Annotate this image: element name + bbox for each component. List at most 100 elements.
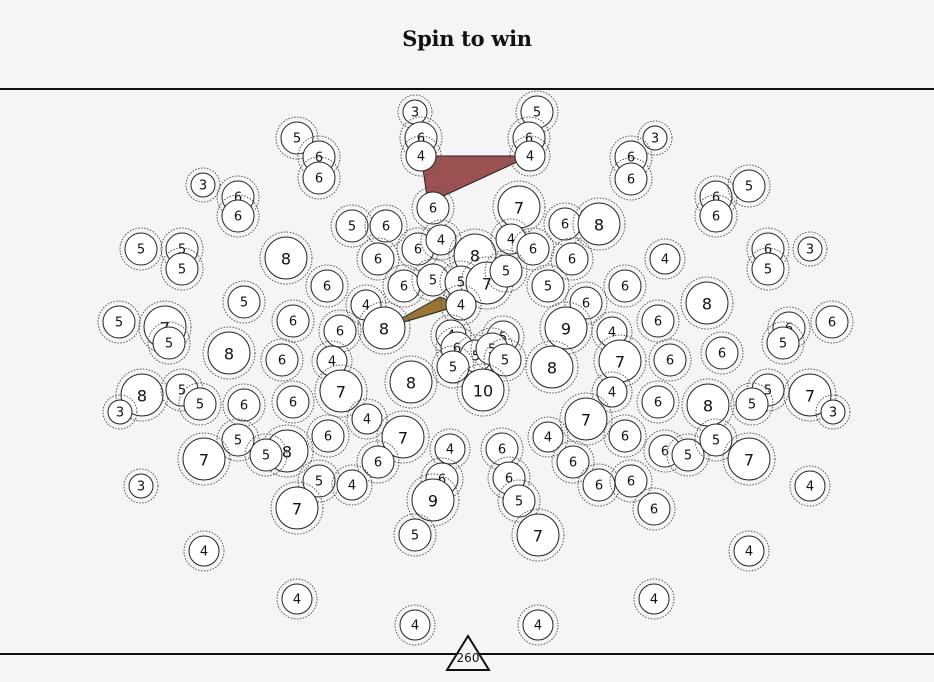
disc-value: 6: [498, 443, 506, 458]
disc-range-ring: [609, 135, 653, 179]
disc: 8: [681, 378, 735, 432]
disc-range-ring: [517, 604, 559, 646]
disc-body: [182, 437, 226, 481]
disc-value: 6: [315, 151, 323, 166]
disc-value: 5: [502, 265, 510, 280]
disc-value: 5: [262, 449, 270, 464]
disc-range-ring: [648, 338, 692, 382]
disc-range-ring: [364, 204, 408, 248]
disc-value: 5: [178, 263, 186, 278]
disc-range-ring: [160, 247, 204, 291]
disc-range-ring: [406, 473, 460, 527]
disc-value: 5: [764, 263, 772, 278]
disc-value: 7: [805, 387, 815, 406]
disc-range-ring: [384, 355, 438, 409]
disc-body: [227, 388, 261, 422]
disc-body: [264, 236, 308, 280]
disc-value: 6: [529, 243, 537, 258]
disc-body: [351, 403, 383, 435]
disc: 7: [270, 481, 324, 535]
disc-range-ring: [550, 237, 594, 281]
disc-value: 3: [829, 406, 837, 421]
disc-value: 5: [165, 337, 173, 352]
header-bar: Spin to win: [0, 0, 934, 90]
disc-value: 7: [744, 451, 754, 470]
disc-body: [733, 535, 765, 567]
disc-body: [614, 464, 648, 498]
disc-value: 4: [608, 386, 616, 401]
disc-body: [608, 269, 642, 303]
disc-range-ring: [700, 331, 744, 375]
disc-body: [336, 469, 368, 501]
disc: 5: [275, 116, 319, 160]
disc-range-ring: [397, 94, 433, 130]
disc-value: 6: [234, 210, 242, 225]
disc-range-ring: [177, 432, 231, 486]
disc-value: 6: [654, 396, 662, 411]
disc-range-ring: [297, 135, 341, 179]
disc: 5: [222, 280, 266, 324]
shooter[interactable]: 260: [445, 634, 491, 671]
disc-range-ring: [680, 276, 734, 330]
disc: 6: [216, 194, 260, 238]
disc-value: 7: [514, 199, 524, 218]
disc-range-ring: [244, 433, 288, 477]
disc-range-ring: [783, 368, 837, 422]
disc-value: 6: [429, 202, 437, 217]
disc-range-ring: [644, 238, 686, 280]
disc-range-ring: [526, 264, 570, 308]
disc-value: 5: [515, 495, 523, 510]
disc-value: 5: [472, 350, 480, 365]
disc-value: 8: [224, 345, 234, 364]
disc-range-ring: [376, 410, 430, 464]
disc-value: 6: [289, 396, 297, 411]
disc-body: [732, 169, 766, 203]
disc-value: 4: [806, 480, 814, 495]
disc-body: [514, 140, 546, 172]
disc-value: 5: [234, 434, 242, 449]
disc: 6: [318, 309, 362, 353]
disc-value: 5: [115, 316, 123, 331]
disc-range-ring: [276, 578, 318, 620]
disc: 4: [400, 135, 442, 177]
disc-value: 4: [507, 233, 515, 248]
disc-body: [221, 199, 255, 233]
disc-range-ring: [331, 464, 373, 506]
disc-range-ring: [185, 167, 221, 203]
disc-range-ring: [591, 371, 633, 413]
disc: 8: [259, 231, 313, 285]
disc-body: [416, 191, 450, 225]
disc-body: [556, 445, 590, 479]
disc-range-ring: [394, 604, 436, 646]
disc-range-ring: [636, 299, 680, 343]
disc-range-ring: [746, 227, 790, 271]
disc: 4: [517, 604, 559, 646]
disc: 7: [722, 432, 776, 486]
disc: 5: [97, 300, 141, 344]
shooter-triangle-icon[interactable]: [445, 634, 491, 671]
disc-range-ring: [792, 231, 828, 267]
disc-range-ring: [271, 380, 315, 424]
disc: 3: [123, 468, 159, 504]
disc: 6: [632, 487, 676, 531]
disc: 3: [102, 394, 138, 430]
disc-value: 6: [525, 132, 533, 147]
disc: 6: [648, 338, 692, 382]
disc-range-ring: [564, 281, 608, 325]
disc-value: 4: [544, 431, 552, 446]
disc: 6: [700, 331, 744, 375]
disc-value: 7: [533, 527, 543, 546]
disc-range-ring: [609, 157, 653, 201]
disc: 4: [509, 135, 551, 177]
disc-body: [276, 304, 310, 338]
disc-value: 5: [293, 132, 301, 147]
disc-body: [207, 331, 251, 375]
disc-value: 6: [621, 280, 629, 295]
disc-value: 6: [438, 473, 446, 488]
disc-value: 4: [328, 355, 336, 370]
spinner-blade-dark: [420, 155, 531, 204]
disc: 5: [484, 249, 528, 293]
disc-value: 5: [684, 449, 692, 464]
disc-range-ring: [259, 231, 313, 285]
